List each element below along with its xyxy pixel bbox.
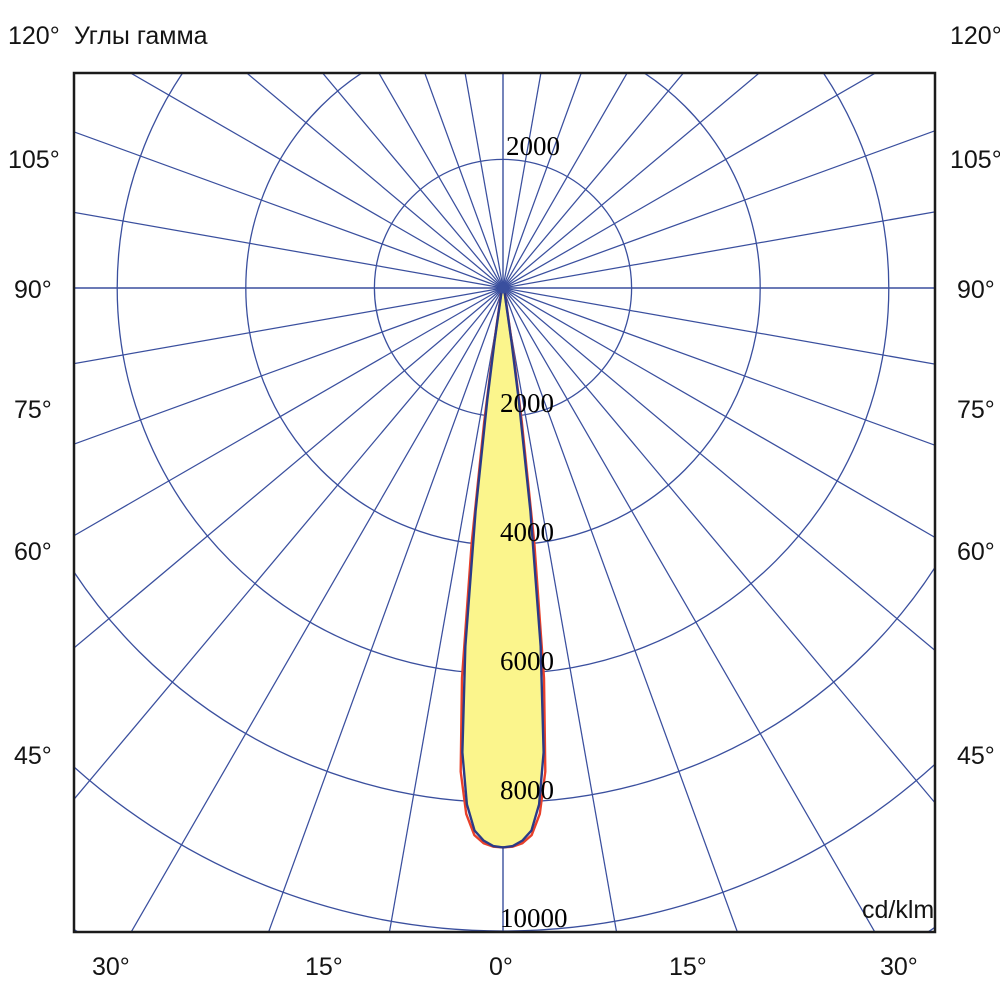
unit-label: cd/klm: [862, 896, 935, 924]
left-axis-label-60: 60°: [14, 538, 52, 566]
grid-spoke-100: [502, 211, 935, 289]
ring-label-10000: 10000: [500, 903, 568, 933]
grid-spoke-200: [424, 73, 504, 289]
grid-spoke-110: [502, 130, 935, 289]
grid-spoke-320: [74, 287, 504, 801]
grid-spoke-250: [74, 131, 504, 289]
bottom-axis-label-30-right: 30°: [880, 953, 918, 981]
grid-spoke-60: [502, 287, 935, 539]
right-axis-label-60: 60°: [957, 538, 995, 566]
intensity-curves: [459, 282, 547, 849]
ring-label-4000: 4000: [500, 517, 554, 547]
grid-spoke-50: [502, 287, 935, 652]
page-title: Углы гамма: [74, 22, 208, 50]
grid-spoke-210: [378, 73, 504, 289]
left-axis-label-120: 120°: [8, 22, 60, 50]
ring-label-6000: 6000: [500, 646, 554, 676]
left-axis-label-90: 90°: [14, 276, 52, 304]
right-axis-label-75: 75°: [957, 396, 995, 424]
grid-spoke-280: [74, 287, 504, 365]
grid-spoke-30: [502, 287, 876, 932]
bottom-axis-label-15-right: 15°: [669, 953, 707, 981]
grid-spoke-340: [267, 287, 504, 932]
bottom-axis-label-15-left: 15°: [305, 953, 343, 981]
grid-spoke-120: [502, 73, 877, 289]
right-axis-label-105: 105°: [950, 146, 1000, 174]
grid-spoke-190: [464, 73, 504, 289]
grid-spoke-240: [129, 73, 504, 289]
ring-label-2000: 2000: [500, 388, 554, 418]
grid-spoke-140: [502, 73, 685, 289]
grid-spoke-300: [74, 287, 504, 537]
grid-spoke-170: [502, 73, 542, 289]
bottom-axis-label-30-left: 30°: [92, 953, 130, 981]
plot-border: [72, 71, 937, 934]
right-axis-label-45: 45°: [957, 742, 995, 770]
grid-spoke-230: [245, 73, 504, 289]
ring-label-8000: 8000: [500, 775, 554, 805]
grid-spoke-310: [74, 287, 504, 649]
grid-spoke-220: [321, 73, 504, 289]
grid-spoke-40: [502, 287, 935, 804]
grid-spoke-150: [502, 73, 628, 289]
grid-spoke-20: [502, 287, 739, 932]
grid-spoke-80: [502, 287, 935, 365]
polar-origin-marker: [497, 282, 509, 294]
grid-spoke-260: [74, 211, 504, 289]
grid-spoke-330: [130, 287, 504, 932]
grid-spoke-350: [388, 287, 504, 932]
grid-spoke-130: [502, 73, 761, 289]
right-axis-label-120: 120°: [950, 22, 1000, 50]
left-axis-label-75: 75°: [14, 396, 52, 424]
bottom-axis-label-0: 0°: [489, 953, 513, 981]
ring-label-2000-upper: 2000: [506, 131, 560, 161]
left-axis-label-105: 105°: [8, 146, 60, 174]
grid-spoke-290: [74, 287, 504, 445]
left-axis-label-45: 45°: [14, 742, 52, 770]
grid-spoke-70: [502, 287, 935, 446]
grid-spoke-160: [502, 73, 582, 289]
beam-fill-area: [462, 288, 544, 848]
grid-spoke-10: [502, 287, 618, 932]
right-axis-label-90: 90°: [957, 276, 995, 304]
